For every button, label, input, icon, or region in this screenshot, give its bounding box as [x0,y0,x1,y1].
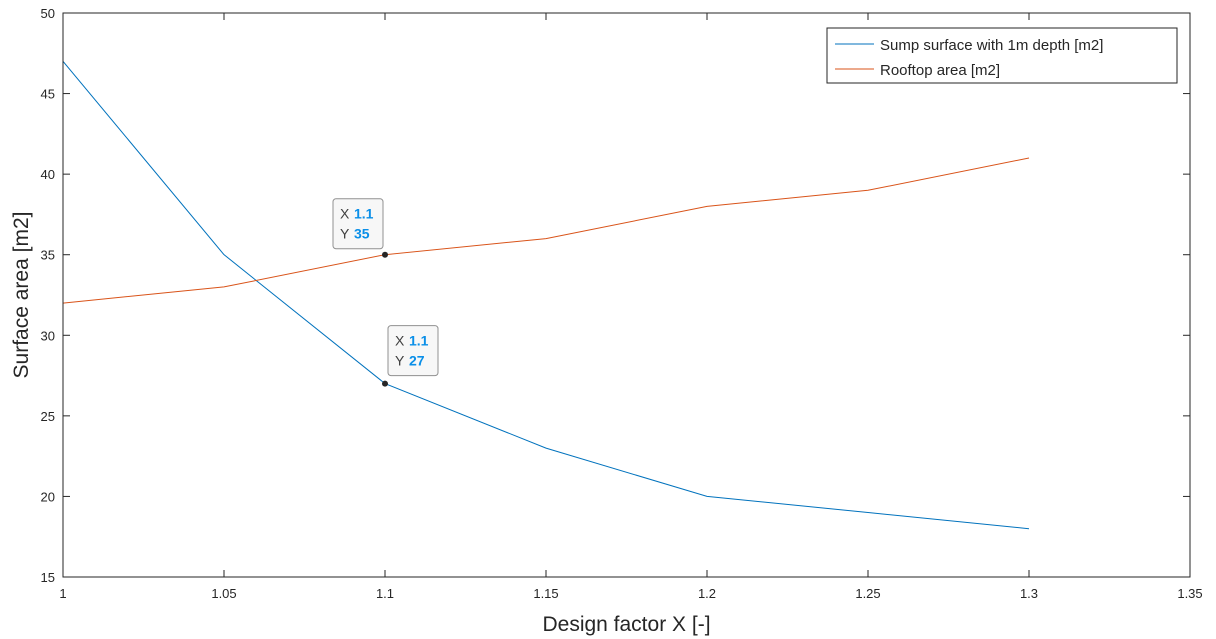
y-tick-label: 45 [41,87,55,102]
datatip-1[interactable]: X 1.1Y 27 [382,325,439,387]
series-line-0 [62,60,1030,530]
x-tick-label: 1.15 [533,586,558,601]
datatip-marker[interactable] [382,380,388,387]
x-tick-label: 1.2 [698,586,716,601]
y-tick-label: 20 [41,489,55,504]
datatip-x-label: X [340,206,350,222]
datatip-box [387,325,439,377]
legend[interactable]: Sump surface with 1m depth [m2] Rooftop a… [826,27,1178,84]
series-layer [62,60,1030,530]
axes-box [62,12,1191,578]
x-tick-label: 1 [59,586,66,601]
datatip-x-value: 1.1 [354,206,374,222]
x-axis-title: Design factor X [-] [542,613,710,636]
plot-area [63,13,1190,577]
x-tick-label: 1.1 [376,586,394,601]
x-tick-label: 1.35 [1177,586,1202,601]
x-tick-label: 1.25 [855,586,880,601]
y-tick-label: 40 [41,167,55,182]
y-tick-label: 15 [41,570,55,585]
legend-label-0[interactable]: Sump surface with 1m depth [m2] [880,37,1103,54]
x-tick-label: 1.05 [211,586,236,601]
legend-label-1[interactable]: Rooftop area [m2] [880,62,1000,79]
datatip-marker[interactable] [382,251,388,258]
y-tick-label: 50 [41,6,55,21]
datatip-y-label: Y [395,353,405,369]
datatip-y-value: 35 [354,226,370,242]
datatip-x-value: 1.1 [409,333,429,349]
datatip-0[interactable]: X 1.1Y 35 [332,198,388,258]
y-tick-label: 30 [41,328,55,343]
datatip-x-label: X [395,333,405,349]
axes-layer: 1 1.05 1.1 1.15 1.2 1.25 1.3 1.35 15 20 25 30 35 40 45… [10,6,1203,636]
x-tick-label: 1.3 [1020,586,1038,601]
y-tick-label: 35 [41,248,55,263]
y-axis-title: Surface area [m2] [10,212,33,379]
y-tick-label: 25 [41,409,55,424]
datatips-layer: X 1.1Y 35X 1.1Y 27 [332,198,439,387]
plot-background [63,13,1190,577]
legend-box [826,27,1178,84]
datatip-box [332,198,384,250]
datatip-y-label: Y [340,226,350,242]
datatip-y-value: 27 [409,353,425,369]
